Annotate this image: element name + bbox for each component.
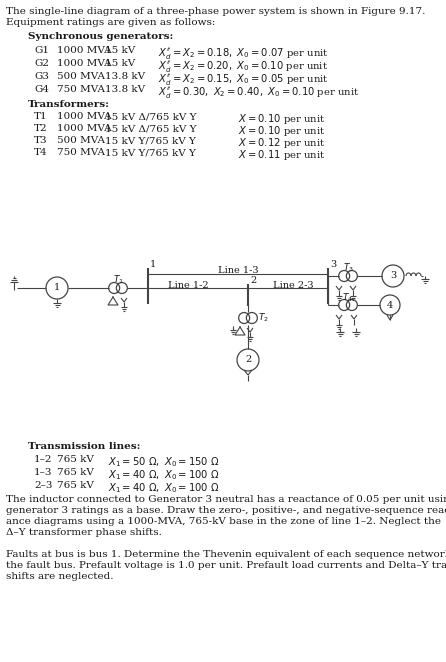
- Text: 765 kV: 765 kV: [57, 468, 94, 477]
- Text: Line 1-3: Line 1-3: [218, 266, 258, 275]
- Text: T1: T1: [34, 112, 48, 121]
- Text: 13.8 kV: 13.8 kV: [105, 85, 145, 94]
- Text: Equipment ratings are given as follows:: Equipment ratings are given as follows:: [6, 18, 215, 27]
- Text: 500 MVA: 500 MVA: [57, 72, 105, 81]
- Text: $X_d^{\prime\prime} = X_2 = 0.20,\ X_0 = 0.10$ per unit: $X_d^{\prime\prime} = X_2 = 0.20,\ X_0 =…: [158, 59, 328, 74]
- Text: 1000 MVA: 1000 MVA: [57, 124, 112, 133]
- Text: 750 MVA: 750 MVA: [57, 85, 105, 94]
- Text: $X_d^{\prime\prime} = 0.30,\ X_2 = 0.40,\ X_0 = 0.10$ per unit: $X_d^{\prime\prime} = 0.30,\ X_2 = 0.40,…: [158, 85, 359, 100]
- Text: 13.8 kV: 13.8 kV: [105, 72, 145, 81]
- Text: 15 kV: 15 kV: [105, 59, 135, 68]
- Text: Line 1-2: Line 1-2: [168, 281, 208, 290]
- Text: $X = 0.10$ per unit: $X = 0.10$ per unit: [238, 112, 325, 126]
- Text: 1: 1: [54, 283, 60, 293]
- Text: $X_1 = 40\ \Omega,\ X_0 = 100\ \Omega$: $X_1 = 40\ \Omega,\ X_0 = 100\ \Omega$: [108, 481, 220, 495]
- Text: ance diagrams using a 1000-MVA, 765-kV base in the zone of line 1–2. Neglect the: ance diagrams using a 1000-MVA, 765-kV b…: [6, 517, 441, 526]
- Text: G2: G2: [34, 59, 49, 68]
- Text: 15 kV Y/765 kV Y: 15 kV Y/765 kV Y: [105, 148, 196, 157]
- Text: Transmission lines:: Transmission lines:: [28, 442, 140, 451]
- Text: 1–2: 1–2: [34, 455, 53, 464]
- Text: $X_d^{\prime\prime} = X_2 = 0.15,\ X_0 = 0.05$ per unit: $X_d^{\prime\prime} = X_2 = 0.15,\ X_0 =…: [158, 72, 329, 87]
- Text: Δ–Y transformer phase shifts.: Δ–Y transformer phase shifts.: [6, 528, 162, 537]
- Text: 15 kV Δ/765 kV Y: 15 kV Δ/765 kV Y: [105, 112, 197, 121]
- Text: 15 kV: 15 kV: [105, 46, 135, 55]
- Text: 1–3: 1–3: [34, 468, 53, 477]
- Text: 3: 3: [390, 271, 396, 281]
- Text: the fault bus. Prefault voltage is 1.0 per unit. Prefault load currents and Delt: the fault bus. Prefault voltage is 1.0 p…: [6, 561, 446, 570]
- Text: $T_3$: $T_3$: [343, 262, 354, 275]
- Text: $T_1$: $T_1$: [112, 274, 124, 287]
- Text: 3: 3: [330, 260, 336, 269]
- Text: $X_1 = 40\ \Omega,\ X_0 = 100\ \Omega$: $X_1 = 40\ \Omega,\ X_0 = 100\ \Omega$: [108, 468, 220, 482]
- Text: 2–3: 2–3: [34, 481, 53, 490]
- Text: T4: T4: [34, 148, 48, 157]
- Text: Transformers:: Transformers:: [28, 100, 110, 109]
- Text: Synchronous generators:: Synchronous generators:: [28, 32, 173, 41]
- Text: $X = 0.12$ per unit: $X = 0.12$ per unit: [238, 136, 325, 150]
- Text: G4: G4: [34, 85, 49, 94]
- Text: 4: 4: [387, 301, 393, 310]
- Text: 15 kV Y/765 kV Y: 15 kV Y/765 kV Y: [105, 136, 196, 145]
- Text: 2: 2: [250, 276, 256, 285]
- Text: 1000 MVA: 1000 MVA: [57, 59, 112, 68]
- Text: T2: T2: [34, 124, 48, 133]
- Text: 15 kV Δ/765 kV Y: 15 kV Δ/765 kV Y: [105, 124, 197, 133]
- Text: T3: T3: [34, 136, 48, 145]
- Text: $X = 0.11$ per unit: $X = 0.11$ per unit: [238, 148, 325, 162]
- Text: 1000 MVA: 1000 MVA: [57, 46, 112, 55]
- Text: 765 kV: 765 kV: [57, 481, 94, 490]
- Text: Faults at bus is bus 1. Determine the Thevenin equivalent of each sequence netwo: Faults at bus is bus 1. Determine the Th…: [6, 550, 446, 559]
- Text: 765 kV: 765 kV: [57, 455, 94, 464]
- Text: Line 2-3: Line 2-3: [273, 281, 313, 290]
- Text: 750 MVA: 750 MVA: [57, 148, 105, 157]
- Text: $T_2$: $T_2$: [258, 312, 269, 324]
- Text: 1: 1: [150, 260, 156, 269]
- Text: 500 MVA: 500 MVA: [57, 136, 105, 145]
- Text: The inductor connected to Generator 3 neutral has a reactance of 0.05 per unit u: The inductor connected to Generator 3 ne…: [6, 495, 446, 504]
- Text: $X_d^{\prime\prime} = X_2 = 0.18,\ X_0 = 0.07$ per unit: $X_d^{\prime\prime} = X_2 = 0.18,\ X_0 =…: [158, 46, 329, 61]
- Text: 2: 2: [245, 355, 251, 365]
- Text: $X_1 = 50\ \Omega,\ X_0 = 150\ \Omega$: $X_1 = 50\ \Omega,\ X_0 = 150\ \Omega$: [108, 455, 220, 469]
- Text: The single-line diagram of a three-phase power system is shown in Figure 9.17.: The single-line diagram of a three-phase…: [6, 7, 425, 16]
- Text: $T_4$: $T_4$: [343, 291, 354, 303]
- Text: 1000 MVA: 1000 MVA: [57, 112, 112, 121]
- Text: G1: G1: [34, 46, 49, 55]
- Text: $X = 0.10$ per unit: $X = 0.10$ per unit: [238, 124, 325, 138]
- Text: generator 3 ratings as a base. Draw the zero-, positive-, and negative-sequence : generator 3 ratings as a base. Draw the …: [6, 506, 446, 515]
- Text: shifts are neglected.: shifts are neglected.: [6, 572, 113, 581]
- Text: G3: G3: [34, 72, 49, 81]
